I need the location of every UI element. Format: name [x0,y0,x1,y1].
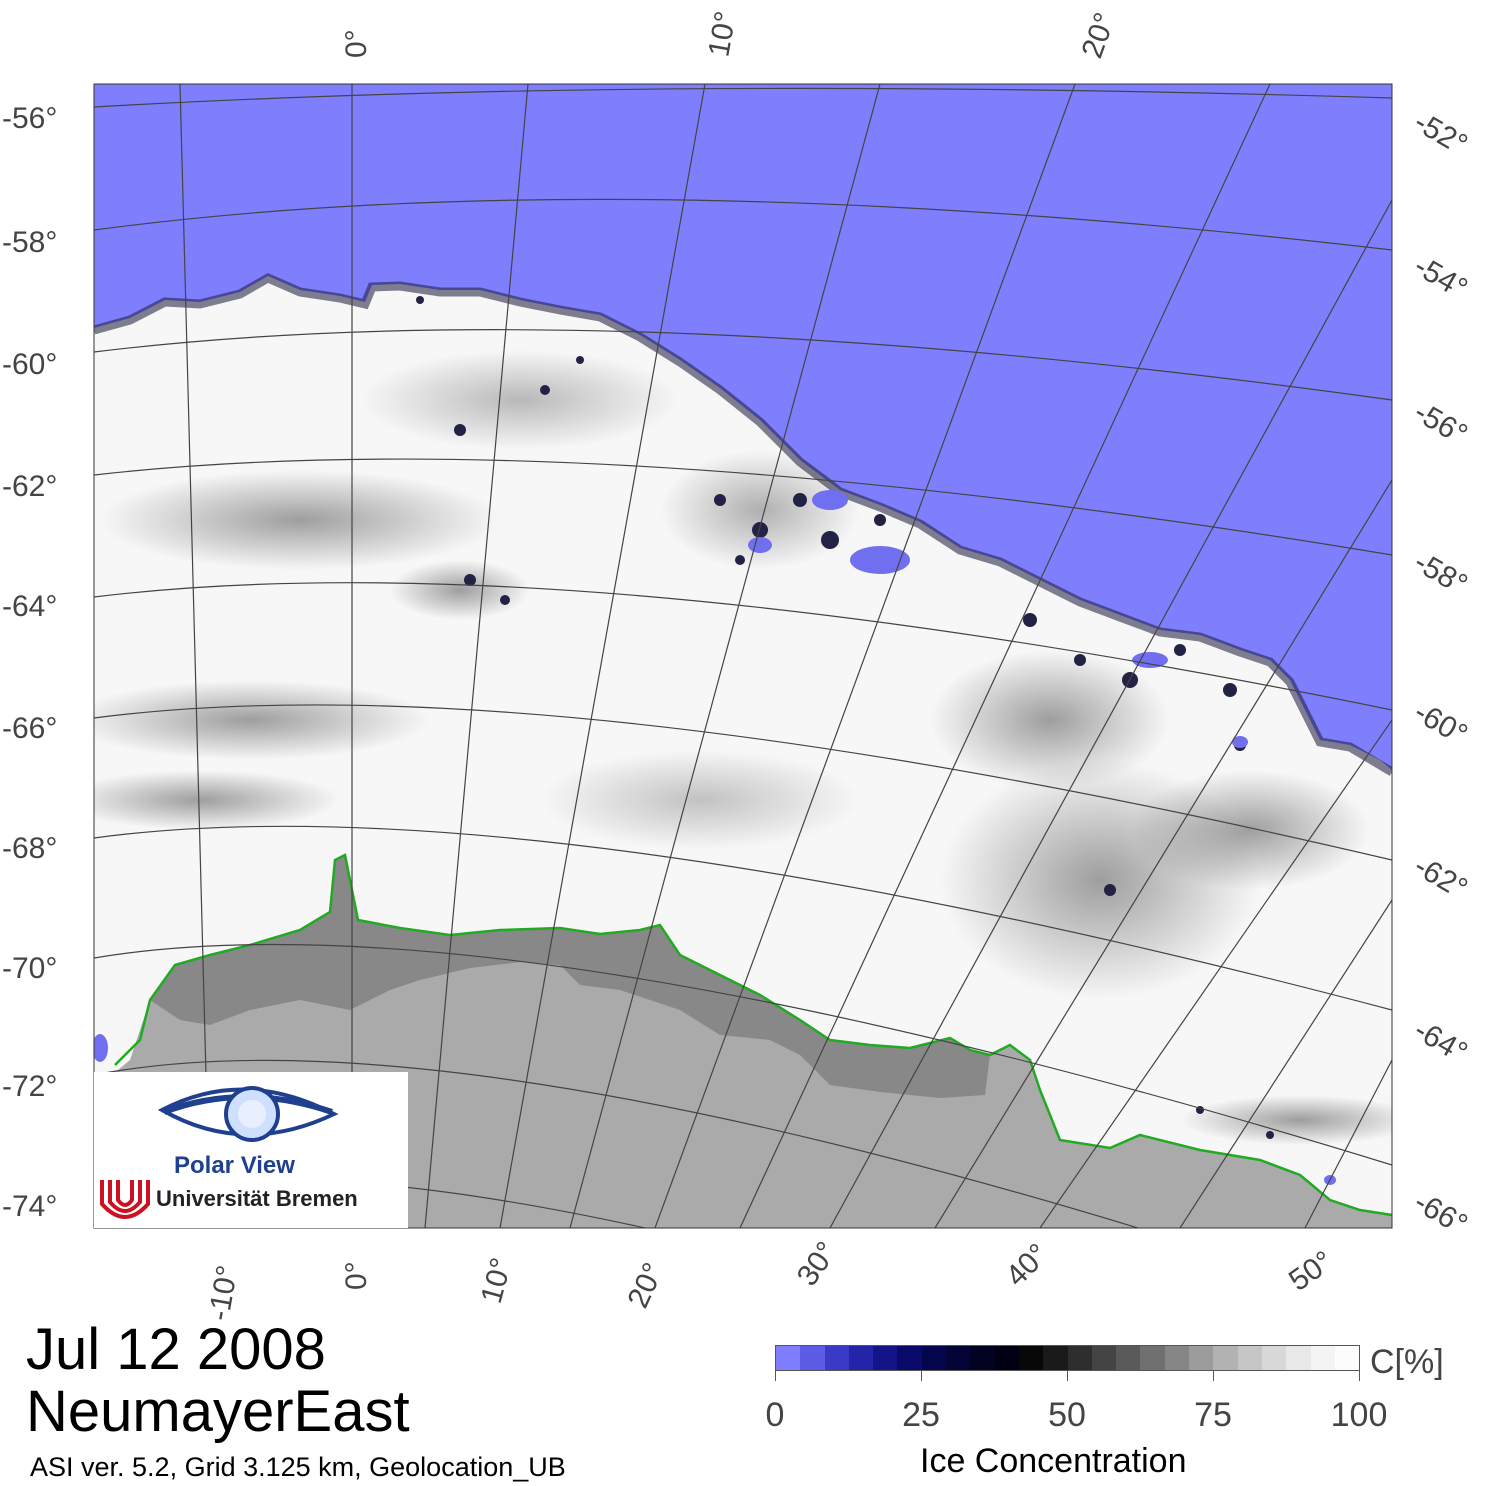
bottom-lon-label: -10° [202,1263,244,1323]
bottom-lon-label: 50° [1283,1245,1339,1298]
ice-shelf [150,855,990,1098]
colorbar-tick [1359,1371,1360,1381]
low-concentration-patches [416,296,1274,1139]
colorbar-segment [1018,1346,1044,1370]
colorbar [775,1345,1360,1371]
left-lat-label: -64° [2,590,57,623]
colorbar-segment [1237,1346,1262,1370]
colorbar-segment [800,1346,825,1370]
left-lat-label: -66° [2,712,57,745]
right-lat-label: -58° [1409,545,1473,601]
colorbar-segment [1140,1346,1165,1370]
right-lat-label: -60° [1409,695,1473,751]
colorbar-label: 25 [902,1396,940,1434]
eye-logo-icon [98,1086,339,1222]
colorbar-tick [1067,1371,1068,1381]
left-lat-label: -68° [2,832,57,865]
top-lon-label: 0° [340,29,373,58]
logo-institution: Universität Bremen [156,1186,358,1211]
left-lat-label: -62° [2,470,57,503]
left-lat-label: -70° [2,952,57,985]
right-lat-label: -56° [1409,395,1473,451]
colorbar-unit: C[%] [1370,1343,1444,1381]
bottom-lon-label: 0° [340,1261,373,1290]
bottom-lon-label: 20° [621,1258,670,1313]
polar-view-logo: Polar View Universität Bremen [94,1072,408,1228]
right-lat-label: -52° [1409,105,1473,161]
colorbar-segment [1213,1346,1238,1370]
colorbar-segment [1067,1346,1092,1370]
top-lon-label: 10° [702,9,742,59]
processing-info: ASI ver. 5.2, Grid 3.125 km, Geolocation… [30,1452,566,1482]
colorbar-label: 75 [1194,1396,1232,1434]
colorbar-tick [775,1371,776,1381]
right-lat-label: -64° [1409,1013,1473,1069]
map-frame [93,83,1393,1229]
left-lat-label: -56° [2,102,57,135]
colorbar-title: Ice Concentration [920,1442,1187,1480]
colorbar-segment [1310,1346,1335,1370]
colorbar-segment [1164,1346,1190,1370]
colorbar-segment [1091,1346,1117,1370]
bottom-lon-label: 10° [475,1254,519,1306]
bottom-lon-label: 30° [791,1236,844,1292]
colorbar-segment [1043,1346,1068,1370]
bottom-lon-label: 40° [1000,1238,1055,1293]
left-lat-label: -58° [2,226,57,259]
map-date: Jul 12 2008 [26,1317,326,1382]
left-lat-label: -72° [2,1070,57,1103]
right-lat-label: -62° [1409,849,1473,905]
region-name: NeumayerEast [26,1379,410,1444]
colorbar-segment [1189,1346,1214,1370]
colorbar-segment [1261,1346,1287,1370]
colorbar-label: 0 [765,1396,785,1434]
logo-title: Polar View [174,1152,295,1179]
colorbar-segment [970,1346,995,1370]
colorbar-segment [1116,1346,1141,1370]
colorbar-segment [1286,1346,1311,1370]
ice-edge-band [94,272,1392,776]
colorbar-segment [1334,1346,1360,1370]
right-lat-label: -54° [1409,249,1473,305]
longitude-gridlines [179,84,1392,1228]
colorbar-segment [946,1346,971,1370]
right-lat-label: -66° [1409,1185,1473,1241]
left-lat-label: -60° [2,348,57,381]
colorbar-label: 100 [1330,1396,1388,1434]
colorbar-tick [921,1371,922,1381]
colorbar-segment [824,1346,849,1370]
colorbar-segment [776,1346,801,1370]
coastline [114,853,1392,1217]
colorbar-segment [897,1346,922,1370]
colorbar-tick [1213,1371,1214,1381]
colorbar-segment [873,1346,898,1370]
colorbar-label: 50 [1048,1396,1086,1434]
ice-concentration-texture [94,350,1392,1145]
top-lon-label: 20° [1076,8,1123,62]
colorbar-segment [994,1346,1019,1370]
colorbar-segment [921,1346,947,1370]
colorbar-segment [848,1346,874,1370]
left-lat-label: -74° [2,1190,57,1223]
